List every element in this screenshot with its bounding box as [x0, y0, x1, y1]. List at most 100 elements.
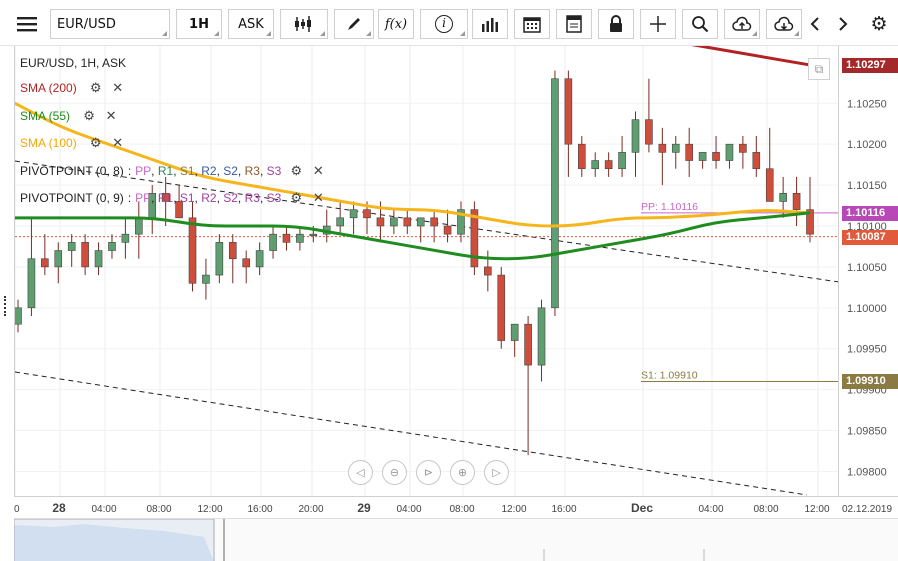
- template-button[interactable]: [556, 9, 592, 39]
- close-icon[interactable]: ✕: [312, 163, 324, 178]
- cloud-download-button[interactable]: [766, 9, 802, 39]
- y-tick-label: 1.10250: [847, 98, 887, 110]
- x-tick-label: 28: [52, 501, 66, 515]
- timeframe-selector[interactable]: 1H: [176, 9, 222, 39]
- info-icon: i: [435, 15, 453, 33]
- x-tick-label: 12:00: [501, 504, 526, 515]
- candle-body: [269, 233, 277, 251]
- pan-left-button[interactable]: ◁: [348, 460, 373, 485]
- pivot-label: S1: 1.09910: [641, 369, 698, 381]
- scroll-left-button[interactable]: [804, 9, 826, 39]
- candle-body: [443, 225, 452, 235]
- gear-icon[interactable]: ⚙: [290, 190, 303, 205]
- navigator-area: [14, 524, 214, 561]
- candle-body: [510, 323, 519, 341]
- candle-body: [41, 258, 49, 268]
- symbol-label: EUR/USD: [57, 16, 116, 32]
- zoom-in-icon: ⊕: [457, 466, 468, 479]
- candle-body: [658, 143, 667, 153]
- crosshair-icon: [650, 16, 666, 32]
- candle-body: [698, 152, 707, 161]
- pivot-label: PP: 1.10116: [641, 201, 698, 213]
- navigator-overview: [13, 518, 705, 561]
- x-tick-label: 04:00: [91, 504, 116, 515]
- close-icon[interactable]: ✕: [112, 80, 124, 95]
- pivot-level-s3: S3: [266, 191, 282, 205]
- candle-body: [282, 233, 291, 243]
- triangle-left-icon: ◁: [356, 466, 365, 479]
- chart-area[interactable]: PP: 1.10116 S1: 1.09910: [14, 46, 839, 496]
- pivot-level-r3: R3: [244, 164, 260, 178]
- pivot-level-s2: S2: [223, 164, 238, 178]
- candle-body: [94, 250, 103, 268]
- pencil-icon: [348, 18, 360, 30]
- x-tick-label: 12:00: [197, 504, 222, 515]
- legend-pivot1: PIVOTPOINT (0, 8) : PP, R1, S1, R2, S2, …: [20, 163, 324, 179]
- x-tick-label: 12:00: [804, 504, 829, 515]
- candle-body: [497, 274, 506, 341]
- candlestick-icon: [295, 16, 311, 32]
- cloud-upload-button[interactable]: [724, 9, 760, 39]
- y-tick-label: 1.09950: [847, 344, 887, 356]
- zoom-button[interactable]: [682, 9, 718, 39]
- pan-right-button[interactable]: ▷: [484, 460, 509, 485]
- price-badge: 1.10116: [842, 205, 898, 221]
- gear-icon[interactable]: ⚙: [89, 80, 102, 95]
- price-side-selector[interactable]: ASK: [228, 9, 274, 39]
- candle-body: [363, 209, 371, 219]
- left-edge: [0, 46, 14, 561]
- chart-type-button[interactable]: [280, 9, 328, 39]
- crosshair-button[interactable]: [640, 9, 676, 39]
- candle-body: [765, 168, 774, 202]
- info-button[interactable]: i: [420, 9, 468, 39]
- price-axis[interactable]: 1.10250 1.10200 1.10150 1.10100 1.10050 1.100…: [838, 46, 898, 496]
- candle-body: [81, 242, 89, 268]
- close-icon[interactable]: ✕: [112, 135, 124, 150]
- close-icon[interactable]: ✕: [312, 190, 324, 205]
- candle-body: [309, 233, 318, 236]
- gear-icon[interactable]: ⚙: [290, 163, 303, 178]
- legend-header-text: EUR/USD, 1H, ASK: [20, 56, 127, 70]
- symbol-selector[interactable]: EUR/USD: [50, 9, 170, 39]
- reset-icon: ⊳: [423, 466, 434, 479]
- y-tick-label: 1.10050: [847, 262, 887, 274]
- pivot-level-s2: S2: [223, 191, 238, 205]
- legend-sma55: SMA (55) ⚙ ✕: [20, 108, 118, 124]
- navigator[interactable]: [13, 518, 898, 561]
- pivot1-label: PIVOTPOINT (0, 8): [20, 164, 124, 178]
- calendar-button[interactable]: [514, 9, 550, 39]
- lock-button[interactable]: [598, 9, 634, 39]
- navigator-window[interactable]: [13, 518, 215, 561]
- price-badge: 1.10087: [842, 229, 898, 245]
- trendline-upper: [15, 160, 839, 283]
- x-tick-label: 08:00: [146, 504, 171, 515]
- indicators-button[interactable]: [472, 9, 508, 39]
- candle-body: [604, 160, 613, 170]
- menu-button[interactable]: [10, 9, 44, 39]
- bar-chart-icon: [482, 18, 498, 32]
- time-axis[interactable]: 0 28 04:00 08:00 12:00 16:00 20:00 29 04:00 08:00…: [14, 496, 898, 518]
- y-tick-label: 1.09800: [847, 466, 887, 478]
- gear-icon[interactable]: ⚙: [89, 135, 102, 150]
- candle-body: [416, 217, 425, 227]
- sma-line: [15, 211, 811, 261]
- draw-tool-button[interactable]: [334, 9, 374, 39]
- x-tick-label: 04:00: [698, 504, 723, 515]
- gear-icon[interactable]: ⚙: [83, 108, 95, 123]
- reset-view-button[interactable]: ⊳: [416, 460, 441, 485]
- settings-button[interactable]: ⚙: [866, 9, 892, 39]
- candle-body: [121, 233, 130, 243]
- close-icon[interactable]: ✕: [105, 108, 117, 123]
- x-tick-label: 0: [14, 504, 20, 515]
- candle-body: [15, 307, 22, 325]
- price-chart: PP: 1.10116 S1: 1.09910: [15, 46, 839, 496]
- candle-body: [336, 217, 344, 227]
- scroll-right-button[interactable]: [832, 9, 854, 39]
- zoom-in-button[interactable]: ⊕: [450, 460, 475, 485]
- popout-button[interactable]: ⧉: [808, 58, 830, 80]
- function-button[interactable]: f(x): [378, 9, 414, 39]
- function-label: f(x): [384, 16, 408, 32]
- gear-icon: ⚙: [870, 13, 888, 35]
- zoom-out-button[interactable]: ⊖: [382, 460, 407, 485]
- resize-handle[interactable]: [4, 296, 8, 316]
